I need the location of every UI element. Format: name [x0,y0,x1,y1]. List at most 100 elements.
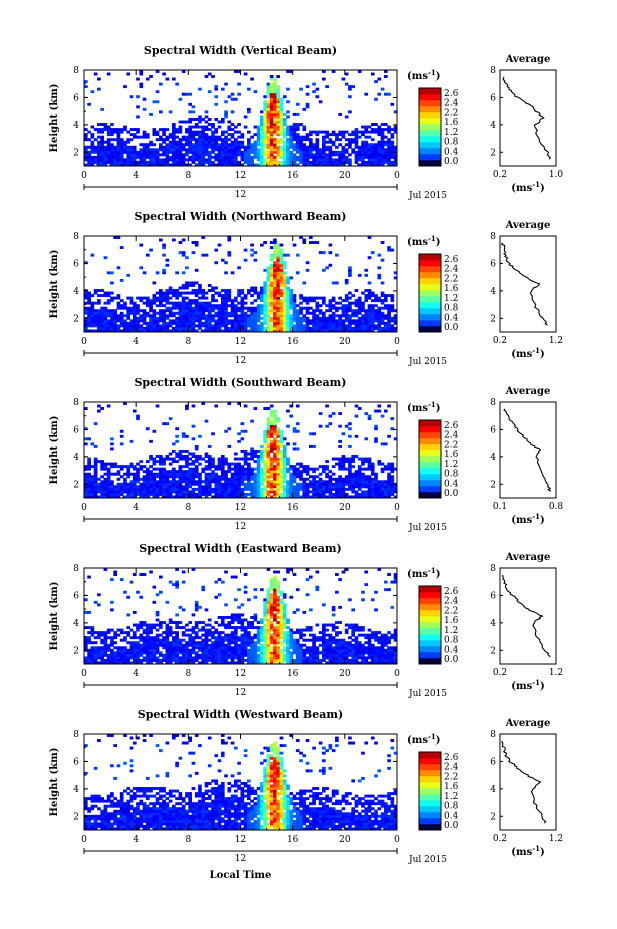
heatmap-cell [93,490,98,494]
heatmap-cell [84,475,88,479]
heatmap-cell [276,112,281,116]
heatmap-cell [123,648,127,652]
heatmap-cell [377,148,382,152]
heatmap-cell [230,123,235,126]
heatmap-cell [162,475,166,479]
heatmap-cell [142,648,147,652]
heatmap-cell [181,653,186,657]
heatmap-cell [325,490,329,494]
heatmap-cell [263,118,267,121]
heatmap-cell [250,482,254,486]
heatmap-cell [84,133,88,137]
heatmap-cell [269,105,274,109]
heatmap-cell [149,326,153,330]
heatmap-cell [387,140,391,144]
heatmap-cell [100,487,104,491]
heatmap-cell [312,495,316,499]
heatmap-cell [158,455,163,458]
heatmap-cell [152,299,157,303]
heatmap-cell [207,477,212,481]
heatmap-cell [279,465,284,469]
heatmap-cell [243,462,248,466]
heatmap-cell [211,135,215,139]
heatmap-cell [165,646,170,650]
heatmap-cell [201,145,206,149]
heatmap-cell [302,158,307,162]
heatmap-cell [276,276,281,280]
heatmap-cell [390,133,395,137]
heatmap-cell [263,299,267,303]
heatmap-cell [194,319,199,323]
heatmap-cell [204,148,209,152]
heatmap-cell [318,319,323,323]
heatmap-cell [198,316,202,320]
heatmap-cell [194,304,199,308]
heatmap-cell [142,643,147,647]
heatmap-cell [103,309,108,313]
heatmap-cell [269,326,274,330]
heatmap-cell [273,306,277,310]
heatmap-cell [175,580,179,584]
heatmap-cell [142,150,147,154]
heatmap-cell [103,490,108,494]
heatmap-cell [351,455,356,458]
heatmap-cell [145,651,150,655]
heatmap-cell [126,492,131,496]
heatmap-cell [308,133,313,137]
heatmap-cell [240,299,245,303]
heatmap-cell [253,452,258,456]
heatmap-cell [181,324,186,328]
heatmap-cell [201,324,206,328]
heatmap-cell [328,160,333,164]
heatmap-cell [123,304,127,308]
heatmap-cell [256,490,261,494]
heatmap-cell [168,319,173,323]
heatmap-cell [260,130,264,134]
heatmap-cell [106,155,111,159]
heatmap-cell [367,148,372,152]
heatmap-cell [308,495,313,499]
heatmap-cell [188,130,192,134]
heatmap-cell [185,487,189,491]
heatmap-cell [276,243,281,247]
heatmap-cell [165,600,170,604]
heatmap-cell [240,321,245,325]
heatmap-cell [387,143,391,147]
heatmap-cell [247,480,251,484]
heatmap-cell [253,467,258,471]
heatmap-cell [207,485,212,489]
heatmap-cell [84,626,88,630]
heatmap-cell [269,286,274,290]
heatmap-cell [103,477,108,481]
heatmap-cell [155,148,160,152]
heatmap-cell [377,495,382,499]
heatmap-cell [276,155,281,159]
heatmap-cell [129,158,134,162]
heatmap-cell [116,661,121,665]
heatmap-cell [305,492,310,496]
heatmap-cell [185,309,189,313]
heatmap-cell [126,661,131,665]
heatmap-cell [266,304,271,308]
heatmap-cell [383,155,388,159]
heatmap-cell [204,110,209,114]
heatmap-cell [224,155,228,159]
heatmap-cell [387,490,391,494]
heatmap-cell [178,651,183,655]
heatmap-cell [387,138,391,142]
heatmap-cell [266,150,271,154]
heatmap-cell [308,236,313,239]
heatmap-cell [84,311,88,315]
heatmap-cell [233,482,238,486]
heatmap-cell [383,128,388,132]
heatmap-cell [282,160,287,164]
heatmap-cell [344,281,349,285]
heatmap-cell [380,145,385,149]
heatmap-cell [207,163,212,167]
heatmap-cell [139,160,144,164]
heatmap-cell [90,160,95,164]
heatmap-cell [84,329,88,333]
heatmap-cell [113,314,117,318]
heatmap-cell [165,296,170,300]
heatmap-cell [348,301,352,305]
